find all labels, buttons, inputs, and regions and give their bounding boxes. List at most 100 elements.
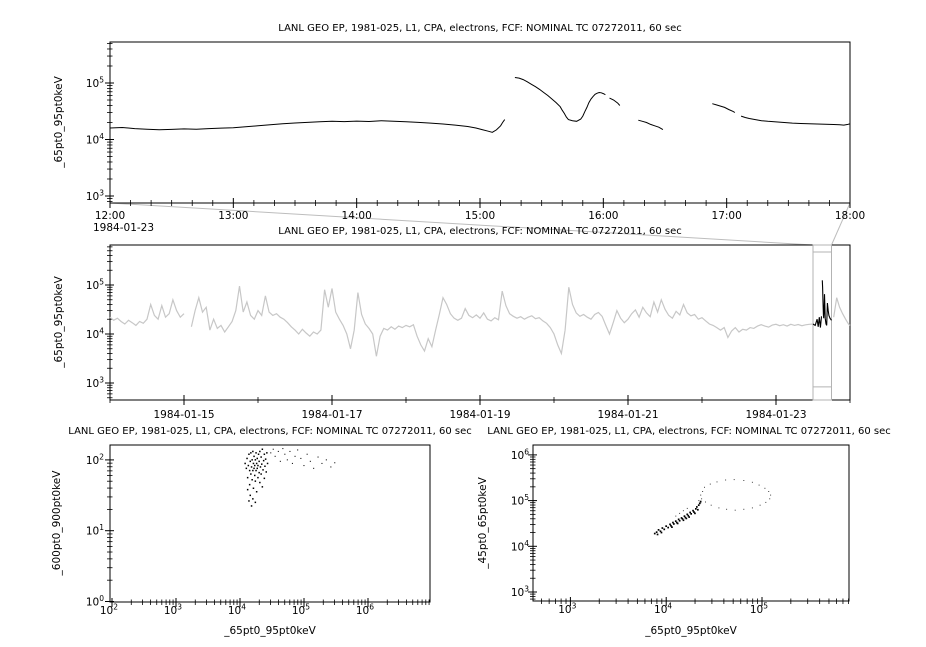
top-panel-title: LANL GEO EP, 1981-025, L1, CPA, electron… <box>278 23 681 34</box>
data-point <box>768 491 770 492</box>
data-point <box>254 459 257 461</box>
data-point <box>321 462 323 464</box>
data-point <box>690 513 692 515</box>
data-point <box>743 508 745 510</box>
data-point <box>679 512 681 514</box>
data-point <box>685 517 688 520</box>
data-point <box>256 457 258 460</box>
data-point <box>254 501 257 504</box>
data-point <box>759 504 761 506</box>
y-tick-label: 105 <box>86 76 104 91</box>
data-point <box>653 532 656 535</box>
scatter-left-title: LANL GEO EP, 1981-025, L1, CPA, electron… <box>68 426 471 437</box>
data-point <box>254 480 257 482</box>
data-point <box>330 466 332 468</box>
data-point <box>665 525 667 527</box>
data-point <box>709 483 711 485</box>
data-point <box>252 498 254 500</box>
data-point <box>264 458 267 460</box>
data-point <box>254 464 256 467</box>
data-point <box>334 462 336 464</box>
data-point <box>272 448 274 450</box>
y-tick-label: 105 <box>511 493 529 508</box>
data-point <box>725 479 727 481</box>
zoom-context-connectors <box>109 202 851 246</box>
data-point <box>246 457 248 460</box>
data-point <box>669 523 671 526</box>
data-point <box>257 453 260 455</box>
data-point <box>718 507 720 509</box>
data-point <box>670 524 672 527</box>
data-series <box>812 280 832 328</box>
data-point <box>675 515 677 517</box>
data-series <box>109 286 851 357</box>
data-point <box>251 479 253 481</box>
zoom-plot-area[interactable] <box>109 41 851 204</box>
data-point <box>266 452 268 454</box>
data-series <box>109 77 851 133</box>
data-point <box>676 522 679 525</box>
data-point <box>743 480 745 481</box>
data-point <box>661 527 664 529</box>
y-tick-label: 105 <box>86 278 104 293</box>
data-point <box>675 521 678 524</box>
data-point <box>297 449 299 451</box>
data-point <box>289 450 291 452</box>
data-point <box>255 491 258 493</box>
data-point <box>245 467 248 470</box>
data-point <box>770 494 772 496</box>
time-selection-box[interactable] <box>812 244 832 401</box>
data-point <box>260 456 262 458</box>
scatter-left-y-axis-label: _600pt0_900pt0keV <box>51 470 63 577</box>
time-tick-label: 15:00 <box>465 210 495 222</box>
data-point <box>758 484 760 486</box>
data-point <box>255 452 257 454</box>
data-point <box>688 516 690 518</box>
data-point <box>710 504 712 506</box>
data-point <box>253 455 255 458</box>
data-point <box>696 506 698 508</box>
data-point <box>697 504 700 506</box>
data-point <box>282 448 284 450</box>
top-y-axis-label: _65pt0_95pt0keV <box>53 75 65 168</box>
data-point <box>248 453 250 455</box>
data-point <box>258 471 260 474</box>
data-point <box>249 460 251 463</box>
data-point <box>680 517 683 519</box>
data-point <box>258 460 260 463</box>
time-tick-label: 12:00 <box>95 210 125 222</box>
date-tick-label: 1984-01-23 <box>745 409 806 421</box>
data-point <box>663 528 666 531</box>
scatter-right-plot-area[interactable] <box>532 444 850 602</box>
data-point <box>265 471 267 473</box>
data-point <box>681 518 684 520</box>
data-point <box>255 469 257 472</box>
context-date-label: 1984-01-23 <box>93 222 154 234</box>
scatter-left-plot-area[interactable] <box>109 444 431 603</box>
data-point <box>325 459 327 461</box>
data-point <box>262 469 264 471</box>
data-point <box>660 531 663 534</box>
data-point <box>700 494 702 496</box>
context-plot-area[interactable] <box>109 244 851 401</box>
data-point <box>678 519 681 522</box>
data-point <box>294 455 296 457</box>
data-point <box>249 494 251 497</box>
connector-line <box>109 202 814 246</box>
data-point <box>683 515 686 517</box>
data-point <box>659 530 662 533</box>
data-point <box>657 529 660 531</box>
data-point <box>256 467 258 470</box>
scatter-right-title: LANL GEO EP, 1981-025, L1, CPA, electron… <box>487 426 890 437</box>
data-point <box>313 467 315 469</box>
data-point <box>673 523 675 525</box>
data-point <box>244 462 246 465</box>
y-tick-label: 103 <box>86 376 104 391</box>
data-point <box>695 508 697 510</box>
y-tick-label: 102 <box>86 452 104 467</box>
data-point <box>677 518 680 521</box>
data-point <box>699 500 702 503</box>
data-point <box>751 481 753 483</box>
data-point <box>765 501 767 503</box>
